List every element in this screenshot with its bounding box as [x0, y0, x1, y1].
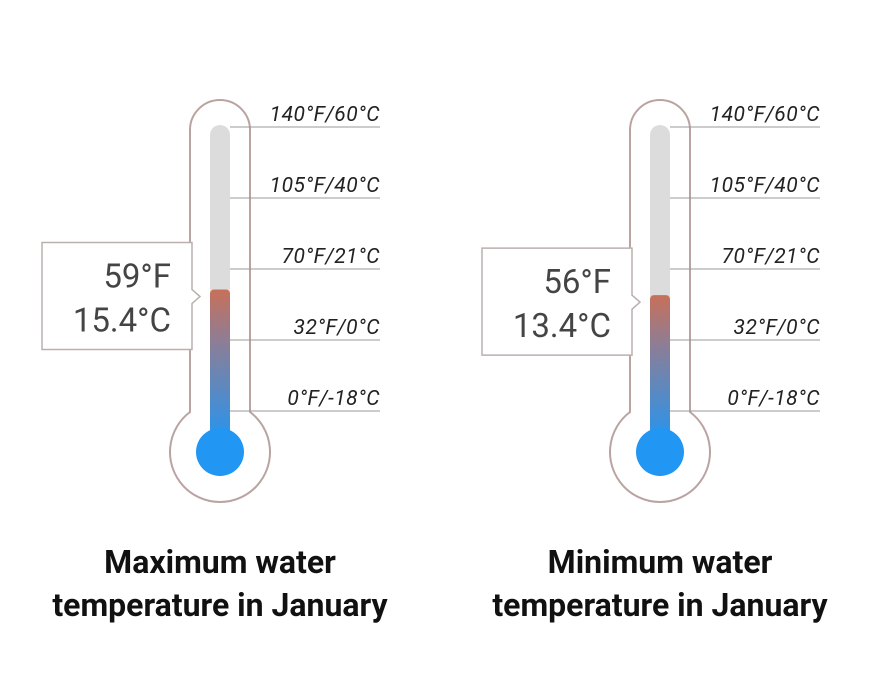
- readout-f: 59°F: [103, 258, 171, 297]
- callout: [41, 241, 202, 351]
- scale-label: 0°F/-18°C: [287, 387, 380, 411]
- readout-c: 15.4°C: [73, 302, 171, 341]
- caption: temperature in January: [52, 586, 388, 624]
- bulb: [196, 428, 244, 476]
- caption: Minimum water: [548, 543, 773, 581]
- mercury: [650, 295, 670, 445]
- scale-label: 32°F/0°C: [734, 316, 821, 340]
- scale-label: 70°F/21°C: [722, 245, 821, 269]
- bulb: [636, 428, 684, 476]
- scale-label: 140°F/60°C: [710, 103, 821, 127]
- caption: temperature in January: [492, 586, 828, 624]
- scale-label: 70°F/21°C: [282, 245, 381, 269]
- caption: Maximum water: [104, 543, 336, 581]
- scale-label: 0°F/-18°C: [727, 387, 820, 411]
- callout: [481, 247, 642, 356]
- mercury: [210, 289, 230, 445]
- readout-f: 56°F: [543, 263, 611, 302]
- readout-c: 13.4°C: [513, 307, 611, 346]
- scale-label: 105°F/40°C: [270, 174, 381, 198]
- scale-label: 105°F/40°C: [710, 174, 821, 198]
- scale-label: 140°F/60°C: [270, 103, 381, 127]
- scale-label: 32°F/0°C: [294, 316, 381, 340]
